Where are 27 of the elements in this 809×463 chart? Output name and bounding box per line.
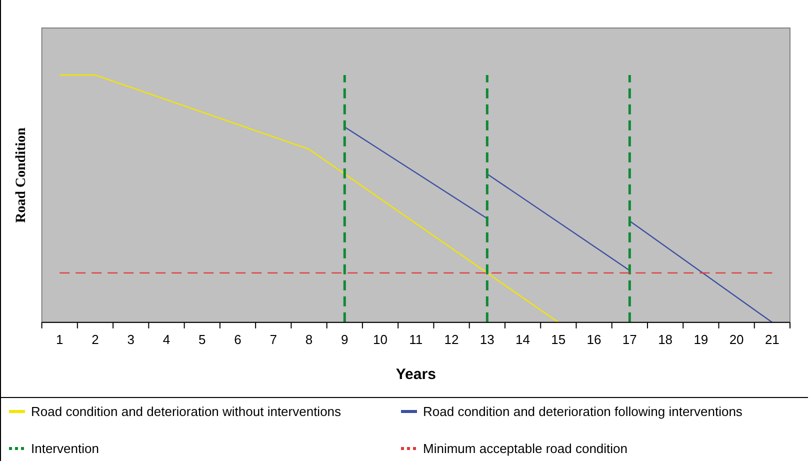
legend-label: Road condition and deterioration following interventions bbox=[423, 404, 742, 419]
x-tick-label: 6 bbox=[234, 332, 242, 347]
x-tick-label: 18 bbox=[658, 332, 673, 347]
y-axis-title: Road Condition bbox=[14, 127, 30, 223]
x-tick-label: 10 bbox=[373, 332, 388, 347]
x-tick-label: 12 bbox=[444, 332, 459, 347]
x-tick-label: 9 bbox=[341, 332, 348, 347]
x-tick-label: 20 bbox=[729, 332, 744, 347]
x-tick-label: 5 bbox=[198, 332, 206, 347]
x-tick-label: 17 bbox=[622, 332, 637, 347]
legend-label: Minimum acceptable road condition bbox=[423, 441, 628, 456]
x-tick-label: 21 bbox=[764, 332, 780, 347]
x-tick-label: 13 bbox=[480, 332, 494, 347]
x-axis-title: Years bbox=[396, 366, 436, 384]
x-tick-label: 8 bbox=[305, 332, 313, 347]
x-tick-label: 14 bbox=[516, 332, 530, 347]
x-tick-label: 2 bbox=[92, 332, 99, 347]
x-tick-label: 11 bbox=[409, 332, 423, 347]
legend-label: Road condition and deterioration without interventions bbox=[31, 404, 342, 419]
legend-label: Intervention bbox=[31, 441, 99, 456]
x-tick-label: 1 bbox=[56, 332, 64, 347]
x-tick-label: 16 bbox=[586, 332, 602, 347]
x-tick-label: 4 bbox=[162, 332, 170, 347]
x-tick-label: 7 bbox=[270, 332, 278, 347]
x-tick-label: 19 bbox=[694, 332, 708, 347]
x-tick-label: 15 bbox=[551, 332, 566, 347]
x-tick-label: 3 bbox=[127, 332, 134, 347]
